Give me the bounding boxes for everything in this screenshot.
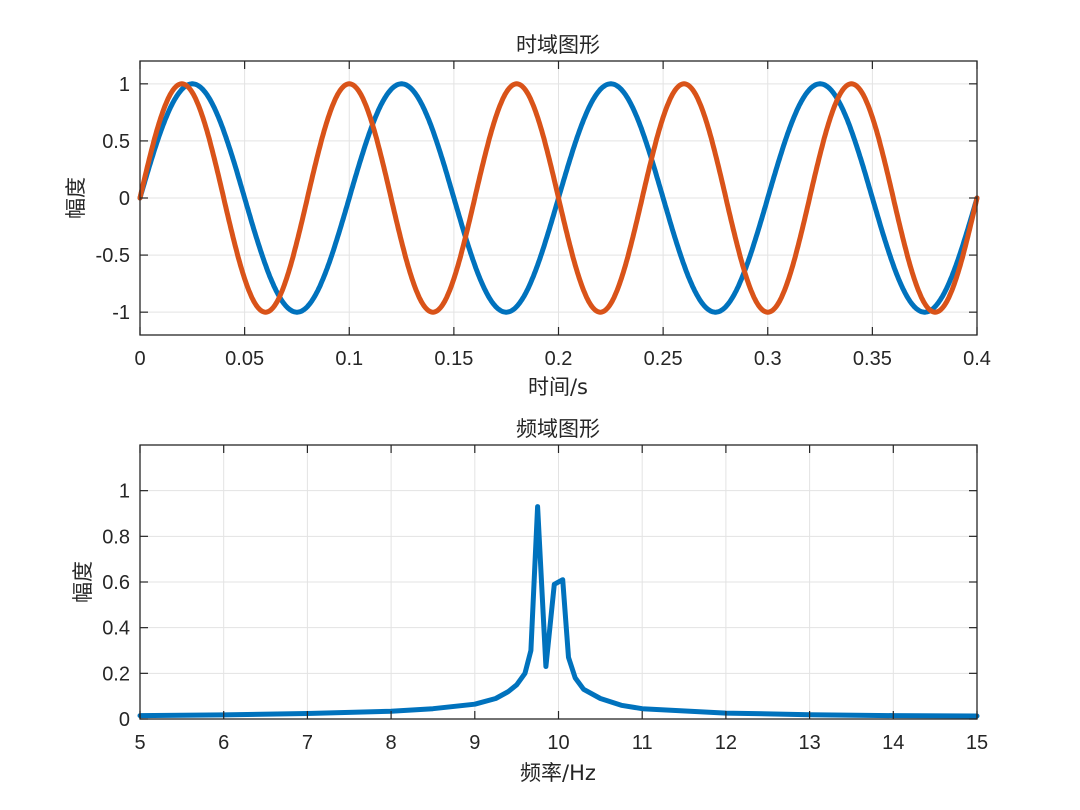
freq-x-tick-label: 8: [386, 732, 397, 754]
time-x-tick-label: 0.3: [754, 348, 782, 370]
time-x-label: 时间/s: [528, 375, 588, 399]
freq-y-label: 幅度: [71, 561, 95, 603]
freq-x-label: 频率/Hz: [520, 761, 596, 785]
time-x-tick-label: 0.4: [963, 348, 991, 370]
freq-y-tick-label: 0.4: [102, 618, 130, 640]
freq-x-tick-label: 9: [469, 732, 480, 754]
time-series-lines: [137, 81, 980, 315]
freq-y-tick-label: 0.2: [102, 663, 130, 685]
freq-y-tick-label: 0.6: [102, 572, 130, 594]
time-plot-title: 时域图形: [516, 33, 600, 57]
freq-x-tick-label: 6: [218, 732, 229, 754]
frequency-domain-axes: 5 6 7 8 9 10 11 12 13 14 15 0 0.2 0.4 0.6 0.8 1 频域图形 频率/…: [71, 417, 988, 785]
time-ticks: 0 0.05 0.1 0.15 0.2 0.25 0.3 0.35 0.4 -1 -0.5 0 0.5 1: [96, 61, 991, 370]
freq-ticks: 5 6 7 8 9 10 11 12 13 14 15 0 0.2 0.4 0.6 0.8 1: [102, 445, 988, 754]
freq-series-lines: [137, 504, 980, 719]
freq-x-tick-label: 7: [302, 732, 313, 754]
freq-x-tick-label: 15: [966, 732, 988, 754]
freq-y-tick-label: 0.8: [102, 526, 130, 548]
freq-x-tick-label: 11: [632, 732, 653, 754]
freq-x-tick-label: 10: [547, 732, 569, 754]
time-y-tick-label: -1: [112, 302, 130, 324]
freq-series-line-1: [137, 504, 980, 719]
freq-x-tick-label: 5: [134, 732, 145, 754]
freq-plot-title: 频域图形: [516, 417, 600, 441]
time-x-tick-label: 0: [134, 348, 145, 370]
time-y-tick-label: 0: [119, 188, 130, 210]
time-y-tick-label: 1: [119, 74, 130, 96]
freq-x-tick-label: 12: [715, 732, 737, 754]
time-x-tick-label: 0.35: [853, 348, 892, 370]
time-x-tick-label: 0.05: [225, 348, 264, 370]
time-x-tick-label: 0.15: [434, 348, 473, 370]
freq-y-tick-label: 1: [119, 481, 130, 503]
time-x-tick-label: 0.2: [545, 348, 573, 370]
time-y-tick-label: -0.5: [96, 245, 130, 267]
time-domain-axes: 0 0.05 0.1 0.15 0.2 0.25 0.3 0.35 0.4 -1 -0.5 0 0.5 1…: [64, 33, 991, 399]
time-y-tick-label: 0.5: [102, 131, 130, 153]
time-series-line-2: [137, 81, 980, 315]
freq-x-tick-label: 14: [882, 732, 904, 754]
freq-y-tick-label: 0: [119, 709, 130, 731]
time-y-label: 幅度: [64, 177, 88, 219]
time-x-tick-label: 0.1: [335, 348, 363, 370]
time-x-tick-label: 0.25: [644, 348, 683, 370]
freq-x-tick-label: 13: [798, 732, 820, 754]
